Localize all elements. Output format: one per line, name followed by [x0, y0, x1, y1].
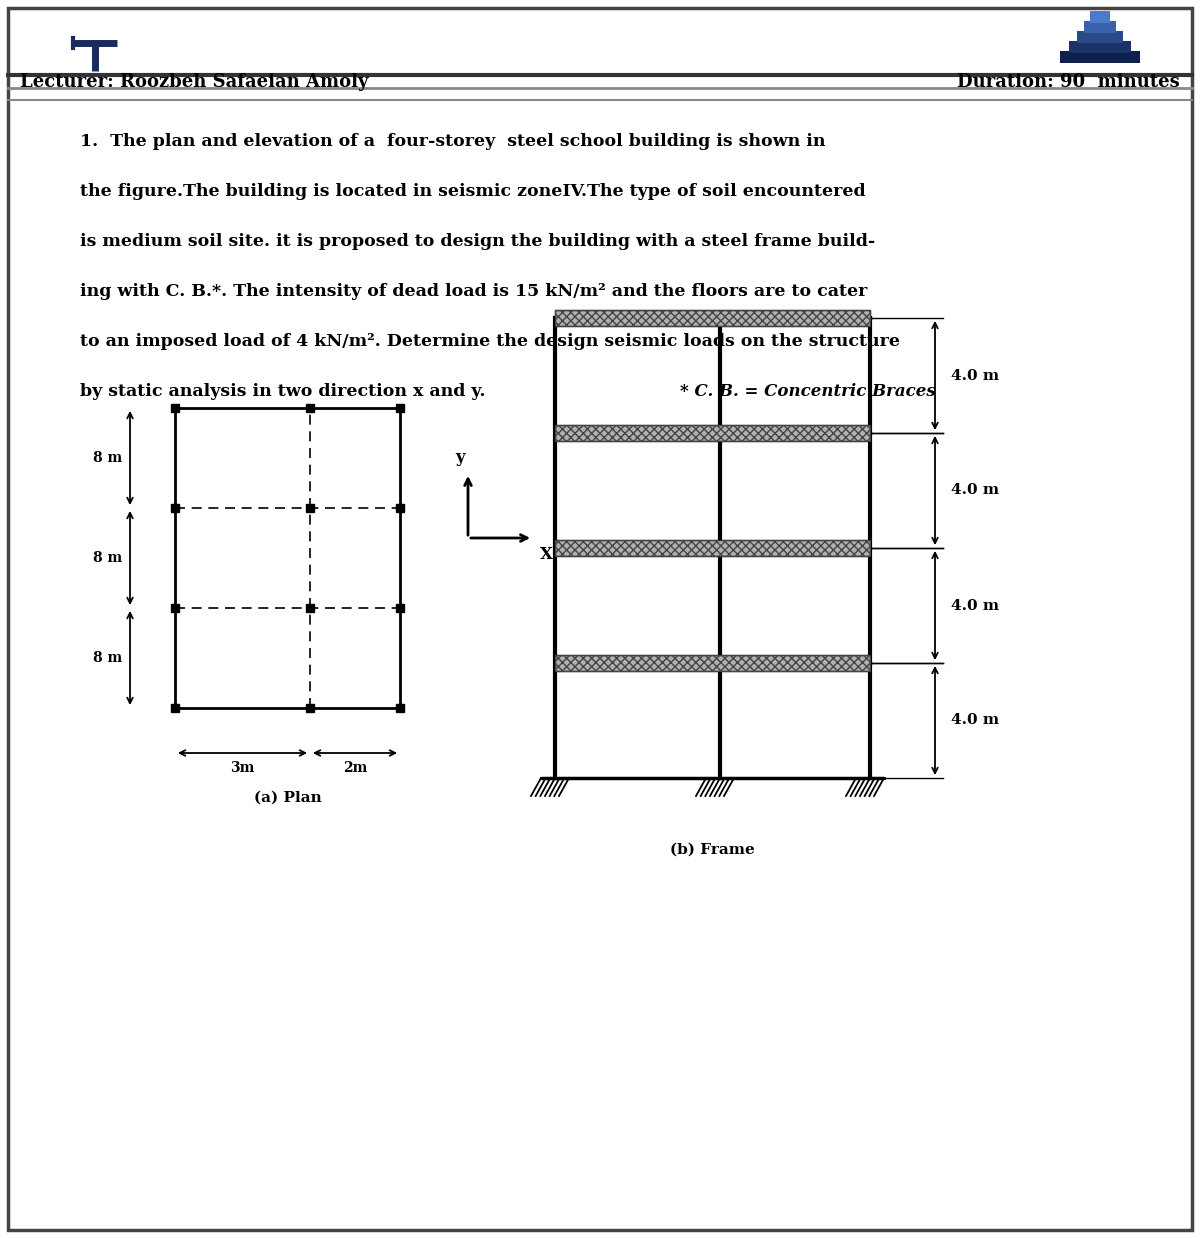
Bar — [554, 540, 870, 556]
Text: Duration: 90  minutes: Duration: 90 minutes — [958, 73, 1180, 92]
Text: 4.0 m: 4.0 m — [952, 369, 1000, 383]
Text: X: X — [540, 546, 553, 563]
Text: is medium soil site. it is proposed to design the building with a steel frame bu: is medium soil site. it is proposed to d… — [80, 233, 875, 250]
Text: 4.0 m: 4.0 m — [952, 598, 1000, 613]
Text: the figure.The building is located in seismic zoneIV.The type of soil encountere: the figure.The building is located in se… — [80, 183, 865, 201]
Bar — [1084, 21, 1116, 33]
Bar — [554, 310, 870, 326]
Bar — [1090, 11, 1110, 24]
Bar — [1060, 51, 1140, 63]
Bar — [554, 425, 870, 441]
Text: Lecturer: Roozbeh Safaeian Amoly: Lecturer: Roozbeh Safaeian Amoly — [20, 73, 368, 92]
Bar — [554, 655, 870, 671]
Text: to an imposed load of 4 kN/m². Determine the design seismic loads on the structu: to an imposed load of 4 kN/m². Determine… — [80, 333, 900, 350]
Bar — [1078, 31, 1123, 43]
Text: 4.0 m: 4.0 m — [952, 484, 1000, 498]
Text: 4.0 m: 4.0 m — [952, 713, 1000, 728]
Text: ing with C. B.*. The intensity of dead load is 15 kN/m² and the floors are to ca: ing with C. B.*. The intensity of dead l… — [80, 284, 868, 300]
Text: by static analysis in two direction x and y.: by static analysis in two direction x an… — [80, 383, 486, 400]
Text: 8 m: 8 m — [92, 551, 122, 565]
Text: 3m: 3m — [230, 761, 254, 775]
Bar — [554, 540, 870, 556]
Text: (b) Frame: (b) Frame — [670, 843, 755, 857]
Text: 8 m: 8 m — [92, 451, 122, 465]
Text: 2m: 2m — [343, 761, 367, 775]
Text: y: y — [455, 449, 464, 465]
Text: 8 m: 8 m — [92, 651, 122, 665]
Text: (a) Plan: (a) Plan — [253, 791, 322, 805]
Bar — [554, 425, 870, 441]
Bar — [1069, 41, 1132, 53]
Text: 1.  The plan and elevation of a  four-storey  steel school building is shown in: 1. The plan and elevation of a four-stor… — [80, 132, 826, 150]
Text: * C. B. = Concentric Braces: * C. B. = Concentric Braces — [680, 383, 936, 400]
Bar — [554, 310, 870, 326]
Bar — [554, 655, 870, 671]
